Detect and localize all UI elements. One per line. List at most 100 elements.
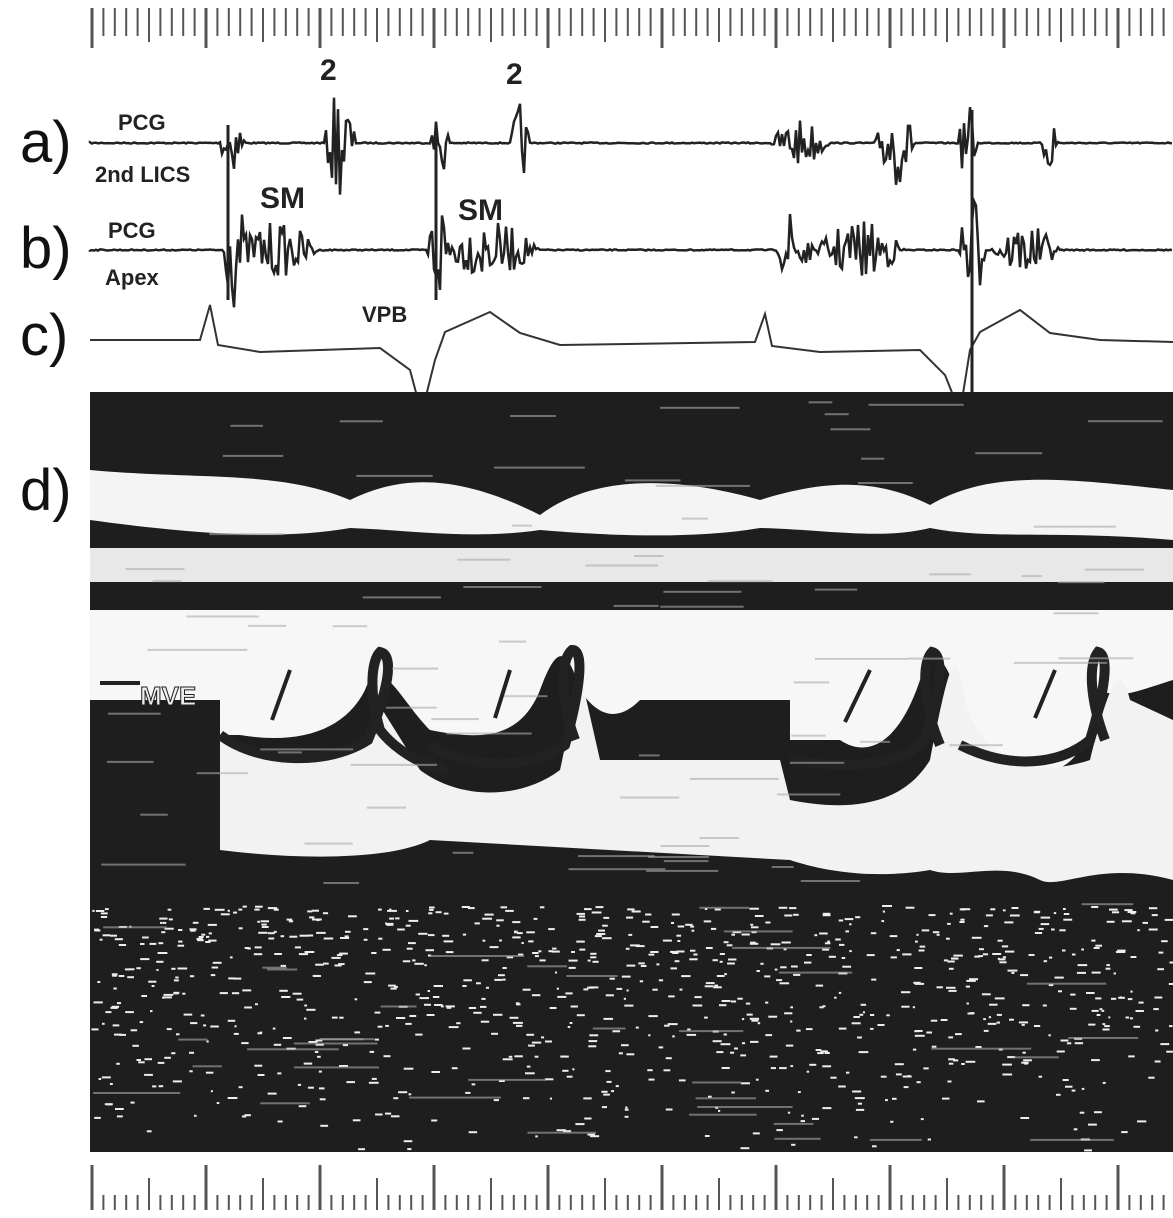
speckle-dot xyxy=(371,1077,377,1080)
speckle-dot xyxy=(578,918,586,921)
speckle-dot xyxy=(211,966,219,969)
speckle-dot xyxy=(862,1011,865,1014)
speckle-dot xyxy=(210,974,216,977)
speckle-dot xyxy=(919,945,926,948)
speckle-dot xyxy=(1101,1009,1105,1012)
speckle-dot xyxy=(890,956,897,959)
speckle-dot xyxy=(626,989,629,992)
echo-streak xyxy=(457,558,511,561)
speckle-dot xyxy=(784,1012,793,1015)
speckle-dot xyxy=(1112,911,1120,914)
echo-streak xyxy=(808,401,833,404)
speckle-dot xyxy=(721,1000,731,1002)
speckle-dot xyxy=(885,1099,888,1102)
speckle-dot xyxy=(371,952,377,954)
speckle-dot xyxy=(528,940,534,943)
speckle-dot xyxy=(160,921,163,924)
speckle-dot xyxy=(272,1027,276,1030)
echo-streak xyxy=(362,596,441,599)
echo-streak xyxy=(323,882,360,884)
speckle-dot xyxy=(870,932,877,935)
speckle-dot xyxy=(913,981,921,984)
speckle-dot xyxy=(979,948,984,951)
speckle-dot xyxy=(393,1097,399,1100)
speckle-dot xyxy=(1018,1021,1029,1024)
speckle-dot xyxy=(100,916,108,918)
echo-streak xyxy=(192,1065,222,1068)
speckle-dot xyxy=(624,1115,629,1118)
speckle-dot xyxy=(544,1078,554,1081)
echo-streak xyxy=(732,946,831,949)
speckle-dot xyxy=(196,938,203,940)
speckle-dot xyxy=(860,1003,867,1006)
speckle-dot xyxy=(871,978,877,981)
echo-streak xyxy=(949,744,1003,747)
speckle-dot xyxy=(531,994,541,997)
speckle-dot xyxy=(822,1065,832,1068)
speckle-dot xyxy=(468,907,475,910)
speckle-dot xyxy=(1086,992,1095,994)
speckle-dot xyxy=(354,1031,361,1034)
echo-streak xyxy=(152,580,182,583)
speckle-dot xyxy=(1063,913,1070,915)
speckle-dot xyxy=(1062,1079,1069,1081)
speckle-dot xyxy=(877,1024,885,1026)
speckle-dot xyxy=(590,952,597,955)
speckle-dot xyxy=(1124,909,1133,912)
echo-streak xyxy=(689,777,779,780)
speckle-dot xyxy=(98,1078,102,1080)
echo-streak xyxy=(931,1047,1032,1050)
speckle-dot xyxy=(916,1081,921,1084)
speckle-dot xyxy=(1038,1075,1043,1078)
speckle-dot xyxy=(590,1135,600,1138)
speckle-dot xyxy=(306,1008,316,1011)
speckle-dot xyxy=(132,1044,139,1047)
speckle-dot xyxy=(809,1063,817,1066)
speckle-dot xyxy=(681,975,691,978)
speckle-dot xyxy=(745,1002,751,1005)
speckle-dot xyxy=(427,990,430,992)
echo-streak xyxy=(380,1005,417,1008)
speckle-dot xyxy=(849,923,852,926)
speckle-dot xyxy=(319,1087,325,1090)
speckle-dot xyxy=(323,962,329,965)
speckle-dot xyxy=(648,1015,658,1018)
speckle-dot xyxy=(182,992,186,995)
speckle-dot xyxy=(304,1004,307,1007)
speckle-dot xyxy=(1130,956,1137,958)
echo-streak xyxy=(1030,1138,1114,1141)
speckle-dot xyxy=(374,1011,381,1014)
speckle-dot xyxy=(1169,961,1173,964)
speckle-dot xyxy=(714,908,721,911)
speckle-dot xyxy=(534,1055,539,1058)
speckle-dot xyxy=(687,1028,691,1031)
speckle-dot xyxy=(502,967,507,969)
speckle-dot xyxy=(1001,945,1009,948)
speckle-dot xyxy=(156,960,164,963)
speckle-dot xyxy=(255,1003,258,1006)
speckle-dot xyxy=(92,909,95,912)
speckle-dot xyxy=(562,1069,569,1072)
echo-streak xyxy=(248,624,287,627)
speckle-dot xyxy=(672,952,679,954)
speckle-dot xyxy=(244,1006,252,1009)
speckle-dot xyxy=(365,972,376,975)
speckle-dot xyxy=(299,934,309,937)
speckle-dot xyxy=(1118,996,1125,999)
speckle-dot xyxy=(1084,1149,1092,1152)
speckle-dot xyxy=(146,1130,152,1133)
speckle-dot xyxy=(241,1115,247,1118)
speckle-dot xyxy=(977,1100,985,1103)
speckle-dot xyxy=(1070,993,1076,996)
speckle-dot xyxy=(294,946,301,949)
speckle-dot xyxy=(427,934,435,937)
speckle-dot xyxy=(482,917,492,920)
speckle-dot xyxy=(1065,1085,1073,1088)
speckle-dot xyxy=(765,1089,769,1092)
speckle-dot xyxy=(375,1113,383,1116)
speckle-dot xyxy=(162,921,167,924)
speckle-dot xyxy=(136,1059,141,1061)
speckle-dot xyxy=(731,933,735,936)
speckle-dot xyxy=(117,1002,121,1005)
speckle-dot xyxy=(882,905,892,907)
